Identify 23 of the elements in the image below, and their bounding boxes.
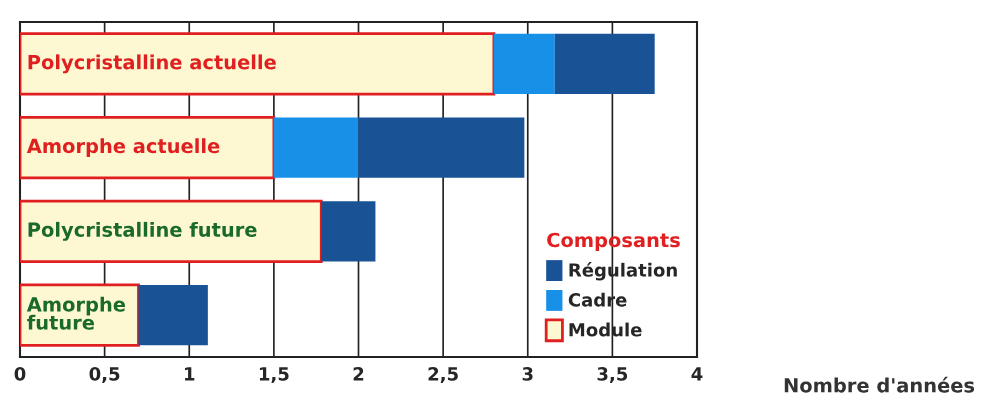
y-tick-label: Amorphe actuelle (26, 138, 220, 158)
x-tick-label: 0,5 (89, 367, 120, 384)
y-tick-label: Amorphe future (26, 296, 126, 330)
bar (20, 32, 496, 96)
x-tick-label: 1,5 (259, 367, 289, 384)
bar (554, 33, 655, 95)
x-tick-label: 0 (14, 367, 26, 381)
bar (20, 116, 276, 180)
y-tick-label: Polycristalline actuelle (28, 54, 276, 74)
x-tick-label: 4 (691, 367, 703, 381)
x-axis-title: Nombre d'années (784, 376, 975, 393)
bar (138, 284, 208, 346)
x-tick-label: 1 (185, 367, 195, 381)
bar (20, 199, 323, 263)
x-tick-label: 2 (353, 367, 364, 381)
bar (273, 117, 359, 178)
bar (493, 33, 555, 95)
y-tick-label: Polycristalline future (28, 221, 257, 241)
bar (321, 201, 376, 262)
bar (358, 117, 525, 178)
x-tick-label: 3,5 (597, 367, 628, 384)
x-tick-label: 2,5 (428, 367, 458, 384)
x-tick-label: 3 (522, 367, 533, 381)
